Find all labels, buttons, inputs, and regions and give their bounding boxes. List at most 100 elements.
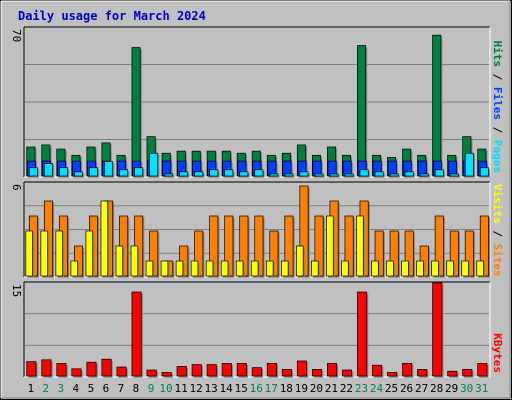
legend-item: Pages [491, 140, 504, 173]
day-label: 8 [133, 382, 140, 395]
legend-item: Hits [491, 41, 504, 68]
visits-bar [265, 260, 274, 277]
pages-bar [254, 169, 264, 177]
day-label: 16 [250, 382, 263, 395]
pages-bar [209, 169, 219, 177]
kbytes-bar [26, 361, 37, 377]
kbytes-bar [447, 370, 458, 377]
hits-bar [131, 47, 141, 177]
kbytes-bar [477, 363, 488, 377]
kbytes-bar [146, 369, 157, 377]
pages-bar [269, 173, 279, 177]
day-label: 19 [295, 382, 308, 395]
kbytes-bar [327, 363, 338, 377]
visits-bar [416, 260, 424, 277]
visits-bar [220, 260, 229, 277]
pages-bar [149, 152, 159, 177]
chart-title: Daily usage for March 2024 [18, 9, 206, 23]
pages-bar [28, 167, 38, 177]
pages-bar [434, 169, 444, 177]
kbytes-bar [372, 364, 383, 377]
pages-bar [419, 173, 429, 177]
legend: Hits / Files / Pages [491, 41, 504, 174]
kbytes-bar [402, 363, 413, 377]
day-label: 10 [159, 382, 172, 395]
visits-bar [281, 260, 289, 277]
pages-bar [134, 167, 144, 177]
day-label: 30 [460, 382, 473, 395]
kbytes-bar [41, 359, 52, 377]
visits-bar [55, 230, 63, 277]
pages-bar [89, 167, 99, 177]
visits-bar [130, 245, 139, 277]
visits-bar [25, 230, 33, 277]
day-label: 4 [73, 382, 80, 395]
pages-bar-shadow [391, 175, 400, 178]
visits-bar [70, 260, 79, 277]
legend-item: Files [491, 87, 504, 120]
pages-bar [389, 173, 399, 177]
day-label: 1 [27, 382, 34, 395]
kbytes-bar [387, 372, 398, 377]
pages-bar [58, 167, 68, 177]
pages-bar [74, 171, 83, 177]
pages-bar [329, 173, 339, 177]
day-label: 11 [174, 382, 187, 395]
pages-bar-shadow [346, 175, 355, 178]
visits-bar [190, 260, 199, 277]
day-label: 21 [325, 382, 338, 395]
visits-bar [386, 260, 394, 277]
legend: KBytes [491, 333, 504, 373]
pages-bar [194, 171, 204, 177]
day-label: 20 [310, 382, 323, 395]
kbytes-panel: 15 KBytes [10, 281, 504, 378]
kbytes-bar [311, 369, 322, 377]
pages-bar-shadow [166, 175, 175, 178]
kbytes-bar [462, 369, 473, 377]
hits-bar [357, 45, 367, 177]
day-label: 24 [370, 382, 384, 395]
day-label: 13 [205, 382, 218, 395]
legend-item: Sites [491, 244, 504, 277]
legend-item: KBytes [491, 333, 504, 373]
visits-bar [205, 260, 214, 277]
day-label: 15 [235, 382, 248, 395]
kbytes-bar [342, 369, 353, 377]
visits-sites-panel: 6 Visits / Sites [10, 181, 504, 278]
kbytes-bar [161, 372, 172, 377]
pages-bar-shadow [331, 175, 340, 178]
hits-bar [432, 34, 442, 177]
day-label: 29 [445, 382, 458, 395]
visits-bar [446, 260, 454, 277]
day-label: 22 [340, 382, 353, 395]
pages-bar-shadow [316, 175, 325, 178]
kbytes-bar [357, 291, 368, 377]
day-label: 14 [220, 382, 234, 395]
kbytes-bar [176, 366, 187, 377]
day-label: 26 [400, 382, 413, 395]
pages-bar-shadow [421, 175, 430, 178]
day-label: 5 [88, 382, 95, 395]
pages-bar [314, 173, 324, 177]
y-max-label: 70 [10, 29, 23, 42]
kbytes-bar [56, 363, 67, 377]
y-max-label: 15 [10, 284, 23, 297]
kbytes-bar [221, 363, 232, 377]
pages-bar [374, 171, 384, 177]
kbytes-bar [266, 363, 277, 377]
pages-bar [239, 171, 249, 177]
visits-bar [371, 260, 379, 277]
day-label: 12 [189, 382, 202, 395]
legend: Visits / Sites [491, 184, 504, 277]
pages-bar-shadow [286, 175, 295, 178]
pages-bar [284, 173, 294, 177]
visits-bar [431, 260, 439, 277]
visits-bar [40, 230, 48, 277]
day-label: 17 [265, 382, 278, 395]
visits-bar [145, 260, 154, 277]
day-label: 27 [415, 382, 428, 395]
kbytes-bar [236, 363, 247, 377]
visits-bar [235, 260, 244, 277]
